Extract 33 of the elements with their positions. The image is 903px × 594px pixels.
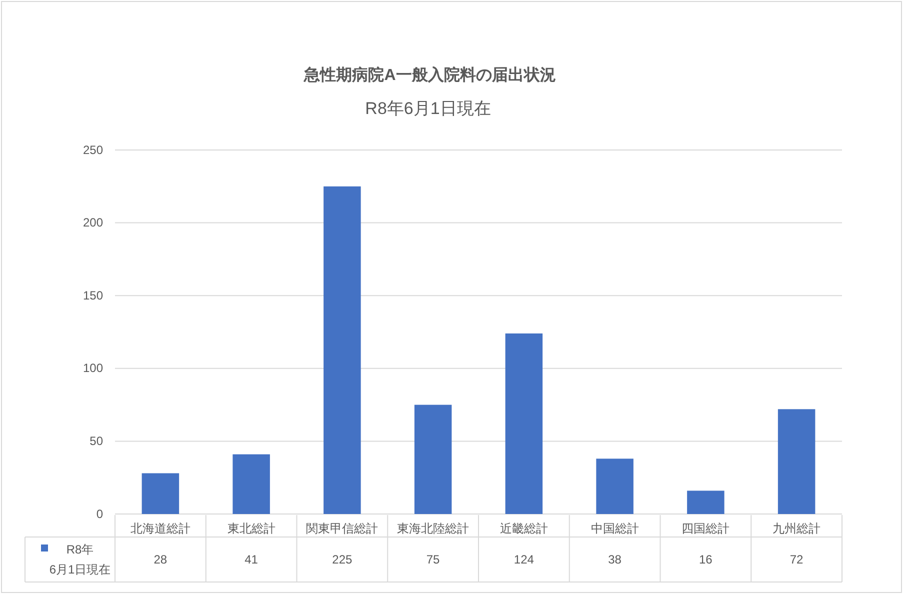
bar [687,490,724,514]
legend-label: R8年 6月1日現在 [49,542,111,576]
bar [142,473,180,514]
x-tick-label: 北海道総計 [130,522,190,536]
data-label: 124 [514,552,534,566]
x-tick-label: 四国総計 [682,522,730,536]
data-label: 41 [244,552,258,566]
y-tick-label: 150 [82,288,104,302]
chart-subtitle: R8年6月1日現在 [365,99,491,118]
y-tick-label: 50 [90,434,104,448]
bar [505,333,543,514]
y-tick-label: 100 [82,361,104,376]
x-tick-label: 中国総計 [590,522,639,536]
chart-title: 急性期病院A一般入院料の届出状況 [303,66,556,84]
data-label: 38 [608,552,622,566]
data-label: 72 [790,552,804,566]
data-label: 28 [154,552,168,566]
x-tick-label: 東北総計 [227,522,276,536]
bar [778,409,816,514]
x-tick-label: 関東甲信総計 [306,522,378,536]
y-tick-label: 250 [82,142,104,157]
data-label: 75 [426,552,440,566]
y-tick-label: 0 [96,506,104,521]
bar [414,404,452,514]
x-tick-label: 東海北陸総計 [397,522,470,536]
data-label: 16 [699,552,713,566]
bar [232,454,270,514]
data-label: 225 [332,552,353,566]
bar [596,458,634,514]
x-tick-label: 近畿総計 [500,522,548,536]
x-tick-label: 九州総計 [772,522,821,536]
y-tick-label: 200 [82,216,104,230]
bar [324,186,361,514]
